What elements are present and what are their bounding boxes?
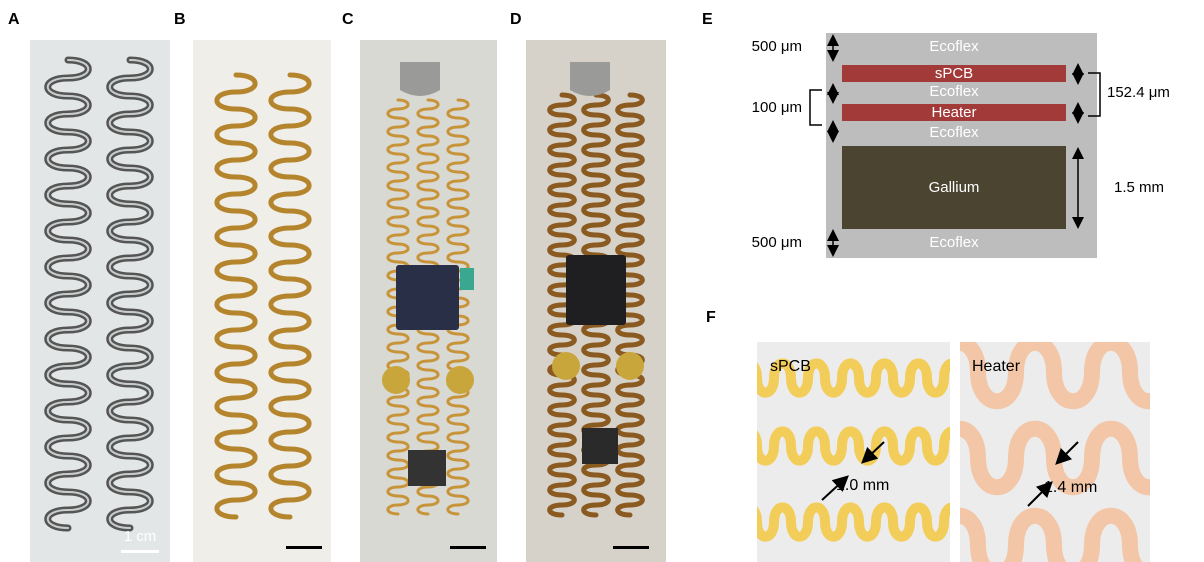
width-label: 1.0 mm xyxy=(836,477,889,494)
panel-label: C xyxy=(342,11,354,28)
inset-label: sPCB xyxy=(770,358,811,375)
scale-bar xyxy=(121,550,159,553)
layer-label: sPCB xyxy=(935,65,973,82)
scale-bar xyxy=(286,546,322,549)
figure: 1 cm A B C D E F Ecoflex sPCB Ecoflex He… xyxy=(0,0,1204,562)
dimension-label: 100 μm xyxy=(752,99,802,116)
panel-label: D xyxy=(510,11,522,28)
layer-label: Ecoflex xyxy=(929,83,979,100)
serpentine xyxy=(740,431,978,460)
inset-label: Heater xyxy=(972,358,1021,375)
layer-stack: Ecoflex sPCB Ecoflex Heater Ecoflex Gall… xyxy=(752,33,1170,258)
scale-bar xyxy=(450,546,486,549)
layer-label: Ecoflex xyxy=(929,124,979,141)
panel-label: A xyxy=(8,11,20,28)
layer-label: Heater xyxy=(931,104,976,121)
layer-label: Gallium xyxy=(929,179,980,196)
layer-label: Ecoflex xyxy=(929,234,979,251)
layer-label: Ecoflex xyxy=(929,38,979,55)
panel-label: E xyxy=(702,11,713,28)
panel-label: B xyxy=(174,11,186,28)
width-label: 1.4 mm xyxy=(1044,479,1097,496)
panel-label: F xyxy=(706,309,716,326)
scale-bar xyxy=(613,546,649,549)
scale-label: 1 cm xyxy=(124,528,157,545)
dimension-label: 152.4 μm xyxy=(1107,84,1170,101)
serpentine xyxy=(740,507,978,536)
dimension-label: 500 μm xyxy=(752,234,802,251)
dimension-label: 1.5 mm xyxy=(1114,179,1164,196)
dimension-label: 500 μm xyxy=(752,38,802,55)
